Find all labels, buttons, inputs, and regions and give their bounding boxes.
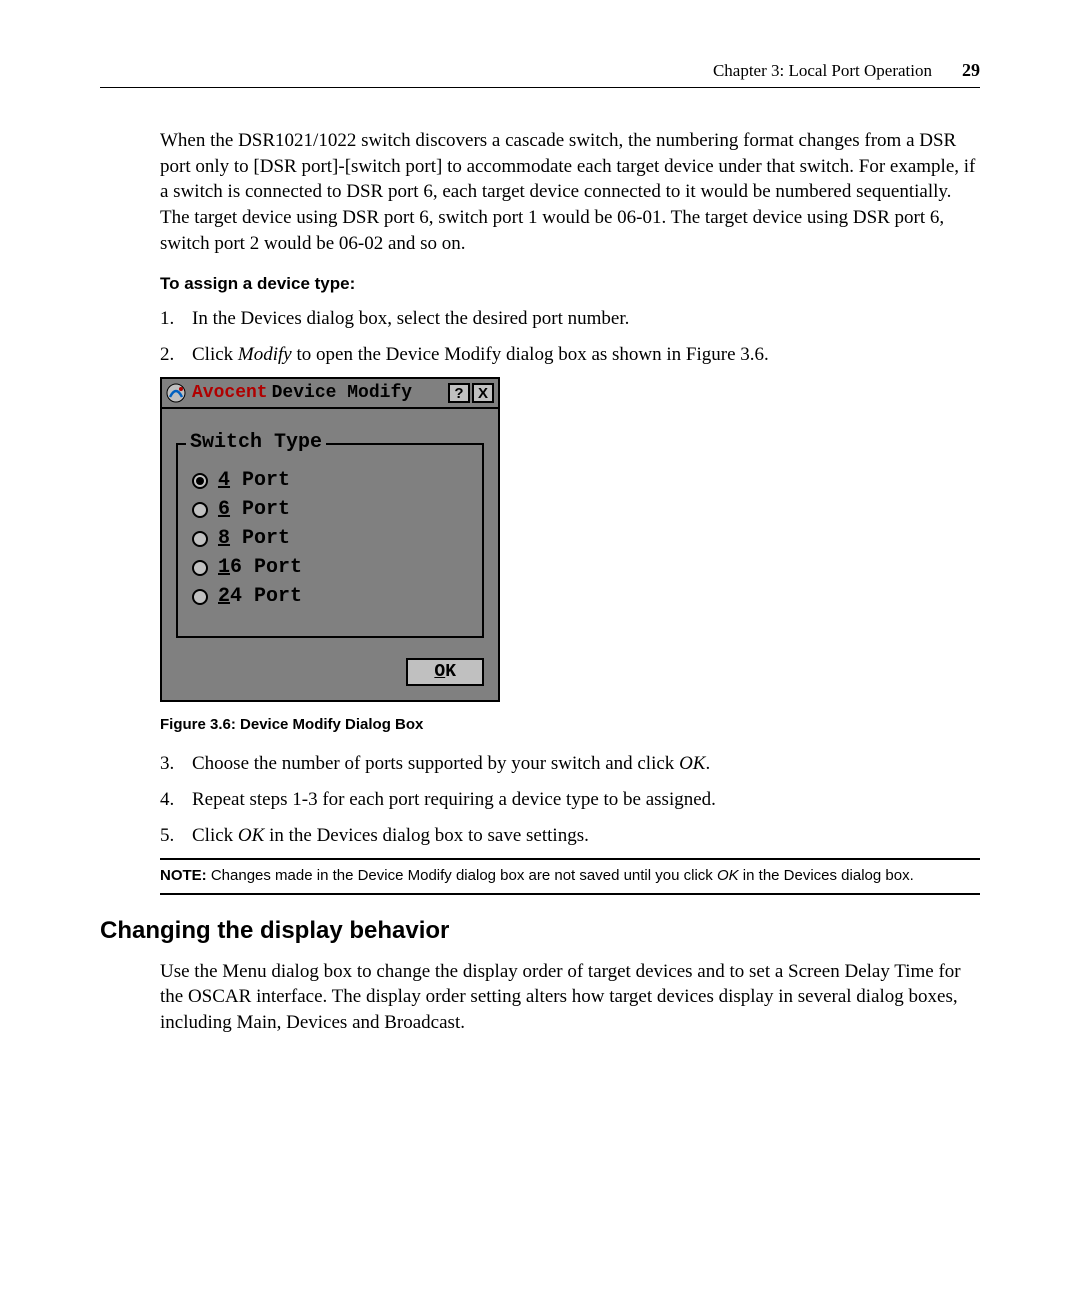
step-item: 1. In the Devices dialog box, select the… xyxy=(160,306,980,332)
radio-icon xyxy=(192,502,208,518)
avocent-logo-icon xyxy=(166,383,186,403)
step-item: 3. Choose the number of ports supported … xyxy=(160,751,980,777)
step-number: 3. xyxy=(160,751,174,777)
assign-device-heading: To assign a device type: xyxy=(160,274,980,294)
step-item: 5. Click OK in the Devices dialog box to… xyxy=(160,823,980,849)
figure-caption: Figure 3.6: Device Modify Dialog Box xyxy=(160,716,980,733)
step-text: Repeat steps 1-3 for each port requiring… xyxy=(192,789,716,810)
radio-label: 16 Port xyxy=(218,556,302,579)
steps-list-a: 1. In the Devices dialog box, select the… xyxy=(160,306,980,367)
step-number: 1. xyxy=(160,306,174,332)
section-body: Use the Menu dialog box to change the di… xyxy=(160,959,980,1036)
note-post: in the Devices dialog box. xyxy=(739,867,914,884)
step-text-pre: Click xyxy=(192,825,238,846)
radio-icon xyxy=(192,473,208,489)
switch-type-group: Switch Type 4 Port 6 Port 8 Port 16 Port… xyxy=(176,443,484,638)
radio-4-port[interactable]: 4 Port xyxy=(192,469,468,492)
help-button[interactable]: ? xyxy=(448,383,470,403)
radio-24-port[interactable]: 24 Port xyxy=(192,585,468,608)
step-number: 5. xyxy=(160,823,174,849)
note-rule-bottom xyxy=(160,893,980,895)
chapter-label: Chapter 3: Local Port Operation xyxy=(713,61,932,81)
section-heading: Changing the display behavior xyxy=(100,917,980,945)
note-label: NOTE: xyxy=(160,867,207,884)
note-ital: OK xyxy=(717,867,739,884)
step-number: 2. xyxy=(160,342,174,368)
step-text-pre: Click xyxy=(192,344,238,365)
radio-label: 6 Port xyxy=(218,498,290,521)
device-modify-dialog: Avocent Device Modify ? X Switch Type 4 … xyxy=(160,377,500,702)
radio-icon xyxy=(192,560,208,576)
step-text-post: to open the Device Modify dialog box as … xyxy=(292,344,769,365)
radio-label: 24 Port xyxy=(218,585,302,608)
note-pre: Changes made in the Device Modify dialog… xyxy=(207,867,717,884)
note-block: NOTE: Changes made in the Device Modify … xyxy=(160,860,980,892)
step-text-ital: Modify xyxy=(238,344,292,365)
intro-paragraph: When the DSR1021/1022 switch discovers a… xyxy=(160,128,980,256)
step-text-ital: OK xyxy=(238,825,264,846)
step-text-post: in the Devices dialog box to save settin… xyxy=(264,825,589,846)
step-text-post: . xyxy=(705,753,710,774)
page-header: Chapter 3: Local Port Operation 29 xyxy=(100,60,980,88)
step-text-ital: OK xyxy=(679,753,705,774)
dialog-titlebar: Avocent Device Modify ? X xyxy=(162,379,498,409)
radio-16-port[interactable]: 16 Port xyxy=(192,556,468,579)
step-text: In the Devices dialog box, select the de… xyxy=(192,308,629,329)
radio-label: 4 Port xyxy=(218,469,290,492)
dialog-body: Switch Type 4 Port 6 Port 8 Port 16 Port… xyxy=(162,409,498,652)
dialog-footer: OK xyxy=(162,652,498,700)
close-button[interactable]: X xyxy=(472,383,494,403)
radio-label: 8 Port xyxy=(218,527,290,550)
radio-icon xyxy=(192,589,208,605)
step-text-pre: Choose the number of ports supported by … xyxy=(192,753,679,774)
steps-list-b: 3. Choose the number of ports supported … xyxy=(160,751,980,848)
step-item: 2. Click Modify to open the Device Modif… xyxy=(160,342,980,368)
ok-button[interactable]: OK xyxy=(406,658,484,686)
radio-icon xyxy=(192,531,208,547)
radio-8-port[interactable]: 8 Port xyxy=(192,527,468,550)
group-legend: Switch Type xyxy=(186,431,326,454)
dialog-brand: Avocent xyxy=(192,383,268,403)
page-number: 29 xyxy=(962,60,980,81)
dialog-title: Device Modify xyxy=(272,383,412,403)
step-item: 4. Repeat steps 1-3 for each port requir… xyxy=(160,787,980,813)
step-number: 4. xyxy=(160,787,174,813)
radio-6-port[interactable]: 6 Port xyxy=(192,498,468,521)
